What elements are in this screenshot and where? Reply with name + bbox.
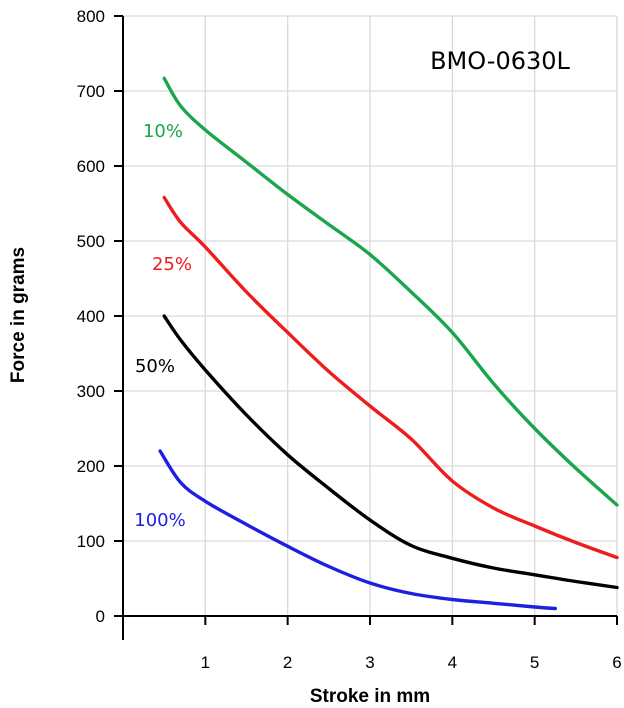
x-tick-label-2: 3 — [365, 653, 374, 672]
series-label-10-percent: 10% — [143, 121, 183, 142]
x-tick-label-0: 1 — [201, 653, 210, 672]
series-line-50-percent — [162, 314, 619, 590]
series-label-25-percent: 25% — [152, 254, 192, 275]
grid-lines — [123, 15, 618, 616]
x-tick-label-4: 5 — [530, 653, 539, 672]
series-label-100-percent: 100% — [134, 510, 185, 531]
x-tick-label-3: 4 — [448, 653, 457, 672]
y-tick-label-6: 600 — [77, 157, 105, 176]
series-line-10-percent — [162, 76, 619, 507]
series-lines — [158, 76, 619, 611]
y-tick-label-1: 100 — [77, 532, 105, 551]
y-tick-label-8: 800 — [77, 7, 105, 26]
y-tick-label-3: 300 — [77, 382, 105, 401]
x-axis-title: Stroke in mm — [310, 686, 430, 707]
y-tick-label-4: 400 — [77, 307, 105, 326]
y-tick-label-7: 700 — [77, 82, 105, 101]
y-tick-labels: 0 100 200 300 400 500 600 700 800 — [77, 7, 105, 626]
series-line-25-percent — [162, 195, 619, 560]
series-label-50-percent: 50% — [135, 356, 175, 377]
y-tick-label-5: 500 — [77, 232, 105, 251]
chart-title: BMO-0630L — [430, 47, 570, 75]
y-axis-title: Force in grams — [8, 247, 29, 383]
axes — [114, 15, 618, 640]
x-tick-label-1: 2 — [283, 653, 292, 672]
y-tick-label-0: 0 — [96, 607, 105, 626]
y-tick-label-2: 200 — [77, 457, 105, 476]
series-line-100-percent — [158, 449, 557, 611]
series-labels: 10% 25% 50% 100% — [134, 121, 192, 531]
x-tick-label-5: 6 — [612, 653, 621, 672]
x-tick-labels: 1 2 3 4 5 6 — [201, 653, 622, 672]
